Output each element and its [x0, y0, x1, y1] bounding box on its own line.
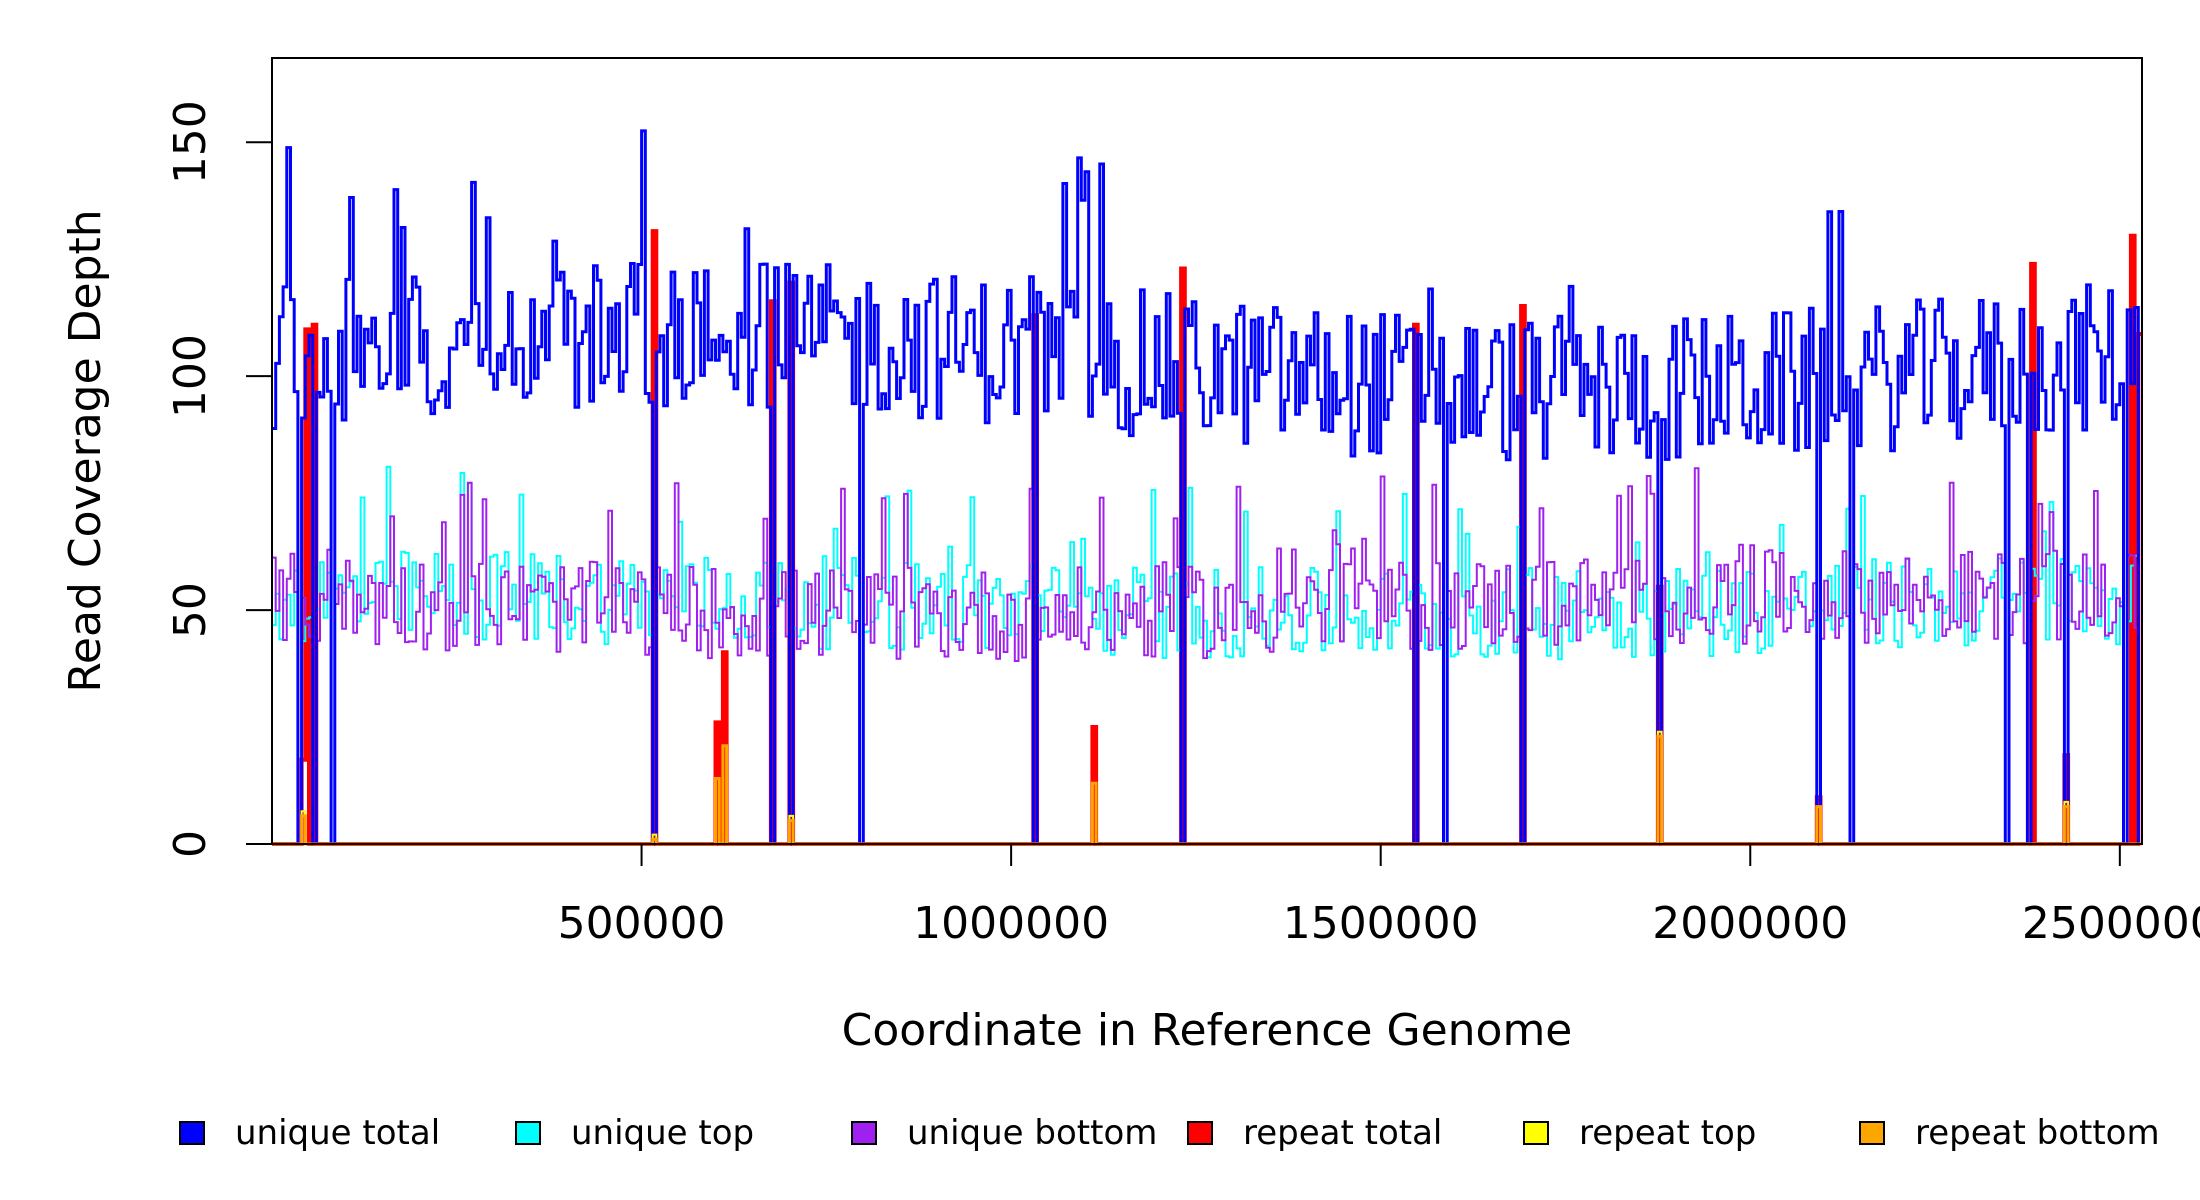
series-repeat-top: [272, 730, 2142, 845]
legend-label: repeat top: [1579, 1113, 1756, 1153]
legend-label: unique top: [571, 1113, 754, 1153]
series-unique-top: [272, 465, 2142, 845]
y-tick-label: 0: [165, 830, 216, 858]
x-tick-label: 1000000: [913, 898, 1109, 949]
legend-swatch: [515, 1121, 541, 1145]
x-axis-label: Coordinate in Reference Genome: [842, 1005, 1573, 1056]
legend-swatch: [1187, 1121, 1213, 1145]
series-unique-total: [272, 129, 2142, 846]
legend-swatch: [1523, 1121, 1549, 1145]
legend-item-repeat-top: repeat top: [1523, 1113, 1756, 1153]
series-repeat-bottom: [272, 734, 2142, 846]
legend-swatch: [1859, 1121, 1885, 1145]
x-tick-label: 2500000: [2022, 898, 2200, 949]
y-tick-label: 50: [165, 582, 216, 638]
x-tick-label: 500000: [558, 898, 726, 949]
y-axis-label: Read Coverage Depth: [60, 209, 111, 692]
series-unique-bottom: [272, 467, 2142, 845]
plot-frame: [271, 57, 2143, 845]
x-axis: 500000 1000000 1500000 2000000 2500000: [558, 843, 2200, 949]
legend-item-unique-top: unique top: [515, 1113, 754, 1153]
legend-label: repeat bottom: [1915, 1113, 2160, 1153]
x-tick-label: 1500000: [1283, 898, 1479, 949]
legend-label: unique bottom: [907, 1113, 1157, 1153]
legend: unique total unique top unique bottom repea…: [179, 1113, 2160, 1153]
y-tick-label: 150: [165, 100, 216, 184]
x-tick-label: 2000000: [1652, 898, 1848, 949]
y-axis: 0 50 100 150: [165, 100, 273, 858]
legend-item-repeat-bottom: repeat bottom: [1859, 1113, 2160, 1153]
legend-item-unique-bottom: unique bottom: [851, 1113, 1157, 1153]
y-tick-label: 100: [165, 334, 216, 418]
legend-label: repeat total: [1243, 1113, 1442, 1153]
legend-swatch: [179, 1121, 205, 1145]
legend-label: unique total: [235, 1113, 440, 1153]
legend-item-repeat-total: repeat total: [1187, 1113, 1442, 1153]
legend-item-unique-total: unique total: [179, 1113, 440, 1153]
plot-series: [272, 129, 2142, 846]
legend-swatch: [851, 1121, 877, 1145]
